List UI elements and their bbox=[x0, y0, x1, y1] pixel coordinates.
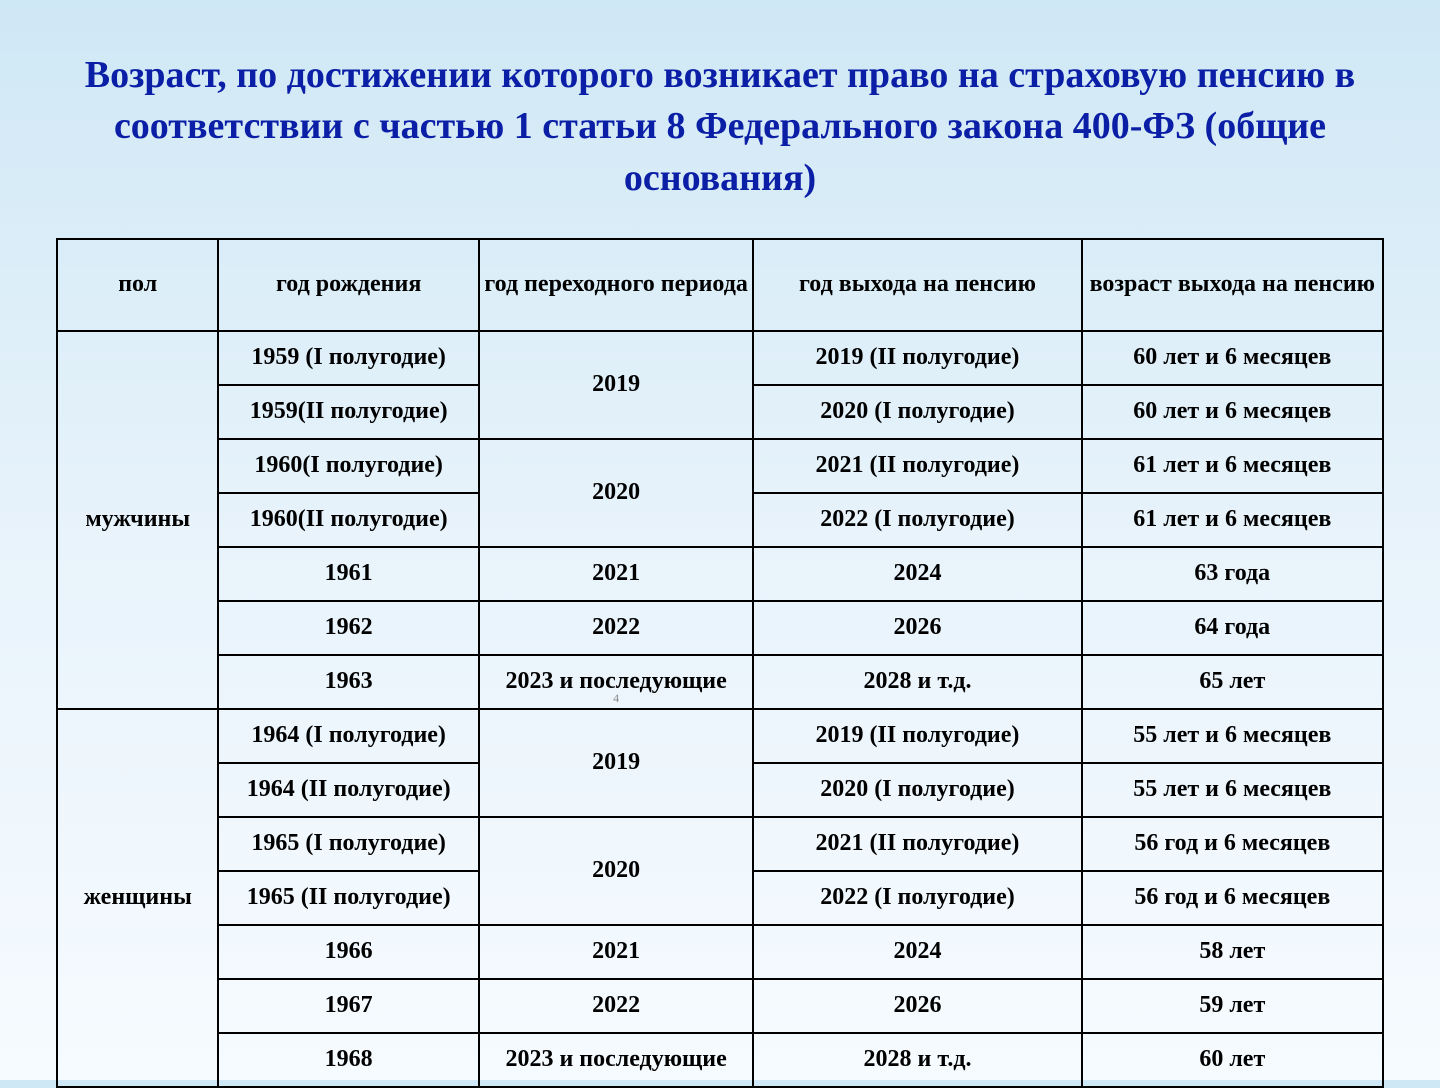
cell-retire: 2021 (II полугодие) bbox=[753, 817, 1081, 871]
cell-period: 2023 и последующие 4 bbox=[479, 655, 753, 709]
cell-birth: 1965 (II полугодие) bbox=[218, 871, 478, 925]
cell-birth: 1959(II полугодие) bbox=[218, 385, 478, 439]
cell-retire: 2019 (II полугодие) bbox=[753, 709, 1081, 763]
table-row: 1965 (I полугодие) 2020 2021 (II полугод… bbox=[57, 817, 1383, 871]
header-pol: пол bbox=[57, 239, 218, 331]
slide-title: Возраст, по достижении которого возникае… bbox=[56, 50, 1384, 204]
pension-age-table: пол год рождения год переходного периода… bbox=[56, 238, 1384, 1088]
cell-age: 61 лет и 6 месяцев bbox=[1082, 439, 1383, 493]
table-row: 1967 2022 2026 59 лет bbox=[57, 979, 1383, 1033]
table-body: мужчины 1959 (I полугодие) 2019 2019 (II… bbox=[57, 331, 1383, 1087]
cell-age: 64 года bbox=[1082, 601, 1383, 655]
table-row: 1961 2021 2024 63 года bbox=[57, 547, 1383, 601]
group-label-women: женщины bbox=[57, 709, 218, 1087]
cell-age: 55 лет и 6 месяцев bbox=[1082, 709, 1383, 763]
table-row: женщины 1964 (I полугодие) 2019 2019 (II… bbox=[57, 709, 1383, 763]
cell-birth: 1962 bbox=[218, 601, 478, 655]
table-row: мужчины 1959 (I полугодие) 2019 2019 (II… bbox=[57, 331, 1383, 385]
cell-retire: 2026 bbox=[753, 601, 1081, 655]
cell-period: 2020 bbox=[479, 817, 753, 925]
cell-age: 56 год и 6 месяцев bbox=[1082, 817, 1383, 871]
cell-birth: 1965 (I полугодие) bbox=[218, 817, 478, 871]
cell-birth: 1964 (I полугодие) bbox=[218, 709, 478, 763]
header-period: год переходного периода bbox=[479, 239, 753, 331]
table-row: 1966 2021 2024 58 лет bbox=[57, 925, 1383, 979]
cell-birth: 1959 (I полугодие) bbox=[218, 331, 478, 385]
cell-period: 2021 bbox=[479, 547, 753, 601]
cell-age: 58 лет bbox=[1082, 925, 1383, 979]
table-head: пол год рождения год переходного периода… bbox=[57, 239, 1383, 331]
cell-birth: 1961 bbox=[218, 547, 478, 601]
cell-age: 63 года bbox=[1082, 547, 1383, 601]
cell-birth: 1960(I полугодие) bbox=[218, 439, 478, 493]
header-birth: год рождения bbox=[218, 239, 478, 331]
header-retire: год выхода на пенсию bbox=[753, 239, 1081, 331]
slide: Возраст, по достижении которого возникае… bbox=[0, 0, 1440, 1080]
cell-retire: 2022 (I полугодие) bbox=[753, 871, 1081, 925]
table-row: 1963 2023 и последующие 4 2028 и т.д. 65… bbox=[57, 655, 1383, 709]
cell-birth: 1966 bbox=[218, 925, 478, 979]
cell-retire: 2020 (I полугодие) bbox=[753, 385, 1081, 439]
cell-birth: 1968 bbox=[218, 1033, 478, 1087]
cell-retire: 2019 (II полугодие) bbox=[753, 331, 1081, 385]
cell-birth: 1960(II полугодие) bbox=[218, 493, 478, 547]
cell-period: 2022 bbox=[479, 979, 753, 1033]
cell-age: 59 лет bbox=[1082, 979, 1383, 1033]
cell-age: 60 лет bbox=[1082, 1033, 1383, 1087]
cell-age: 55 лет и 6 месяцев bbox=[1082, 763, 1383, 817]
cell-birth: 1963 bbox=[218, 655, 478, 709]
page-indicator: 4 bbox=[613, 692, 619, 706]
cell-age: 60 лет и 6 месяцев bbox=[1082, 385, 1383, 439]
cell-retire: 2028 и т.д. bbox=[753, 655, 1081, 709]
cell-retire: 2024 bbox=[753, 925, 1081, 979]
header-age: возраст выхода на пенсию bbox=[1082, 239, 1383, 331]
cell-period: 2022 bbox=[479, 601, 753, 655]
cell-retire: 2022 (I полугодие) bbox=[753, 493, 1081, 547]
cell-age: 60 лет и 6 месяцев bbox=[1082, 331, 1383, 385]
cell-period: 2020 bbox=[479, 439, 753, 547]
cell-retire: 2024 bbox=[753, 547, 1081, 601]
cell-retire: 2021 (II полугодие) bbox=[753, 439, 1081, 493]
cell-age: 61 лет и 6 месяцев bbox=[1082, 493, 1383, 547]
table-row: 1968 2023 и последующие 2028 и т.д. 60 л… bbox=[57, 1033, 1383, 1087]
cell-period: 2021 bbox=[479, 925, 753, 979]
cell-period: 2019 bbox=[479, 709, 753, 817]
cell-age: 65 лет bbox=[1082, 655, 1383, 709]
cell-period: 2019 bbox=[479, 331, 753, 439]
cell-age: 56 год и 6 месяцев bbox=[1082, 871, 1383, 925]
group-label-men: мужчины bbox=[57, 331, 218, 709]
table-row: 1962 2022 2026 64 года bbox=[57, 601, 1383, 655]
table-row: 1960(I полугодие) 2020 2021 (II полугоди… bbox=[57, 439, 1383, 493]
cell-retire: 2028 и т.д. bbox=[753, 1033, 1081, 1087]
cell-birth: 1967 bbox=[218, 979, 478, 1033]
cell-birth: 1964 (II полугодие) bbox=[218, 763, 478, 817]
cell-period: 2023 и последующие bbox=[479, 1033, 753, 1087]
cell-retire: 2020 (I полугодие) bbox=[753, 763, 1081, 817]
cell-retire: 2026 bbox=[753, 979, 1081, 1033]
